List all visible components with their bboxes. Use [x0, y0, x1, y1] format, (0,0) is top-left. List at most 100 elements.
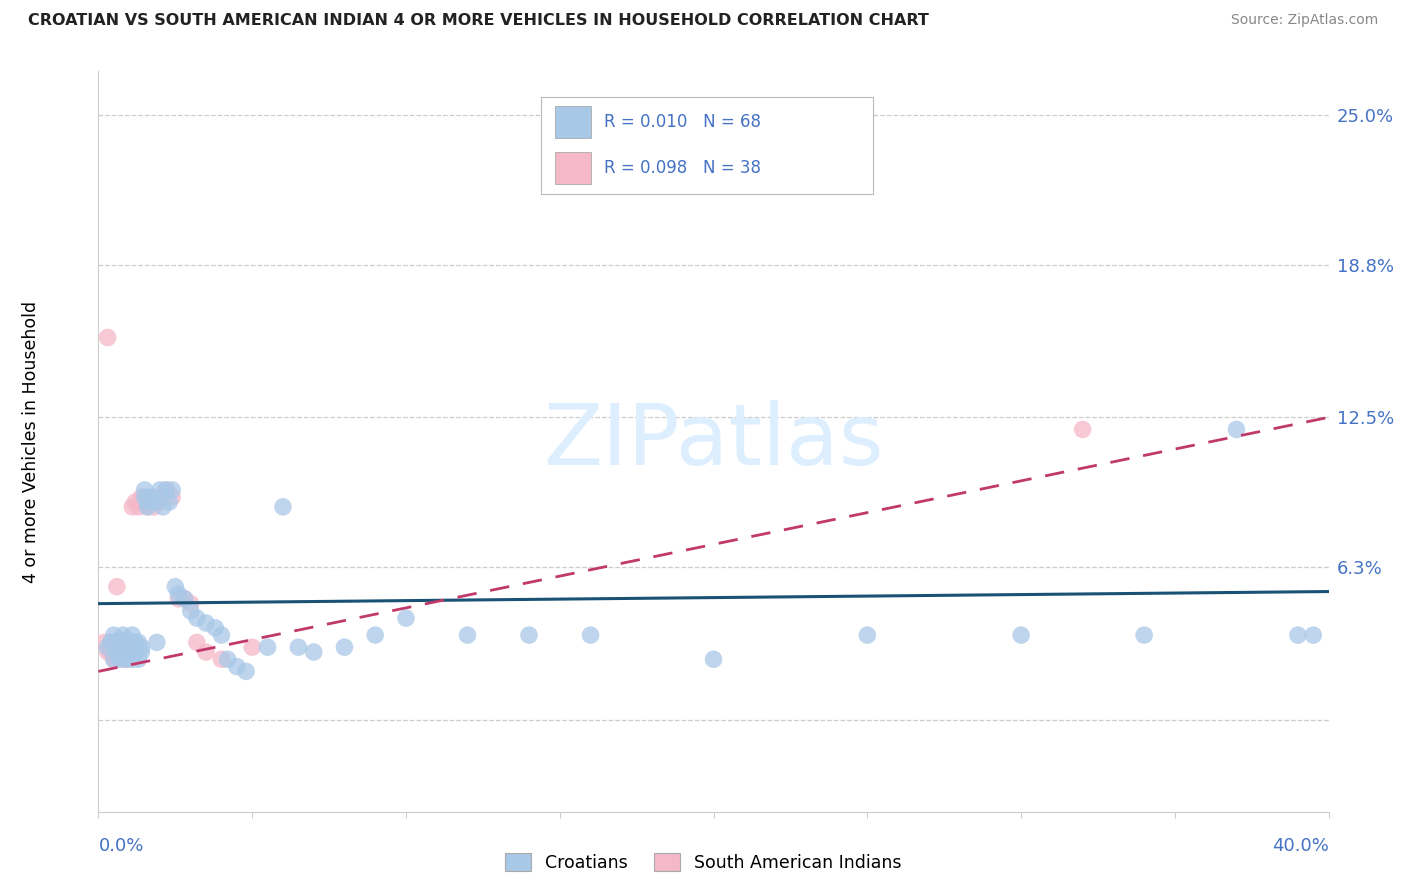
Point — [155, 483, 177, 497]
Point — [127, 500, 149, 514]
Point — [146, 635, 169, 649]
Point — [165, 580, 187, 594]
Point — [136, 500, 159, 514]
Point — [115, 632, 138, 647]
Point — [103, 635, 125, 649]
Point — [115, 640, 138, 655]
Point — [1010, 628, 1032, 642]
Point — [105, 645, 128, 659]
Point — [134, 490, 156, 504]
Point — [579, 628, 602, 642]
Point — [204, 621, 226, 635]
Point — [517, 628, 540, 642]
Point — [157, 495, 180, 509]
Point — [108, 645, 131, 659]
Point — [142, 500, 165, 514]
Point — [1071, 422, 1094, 436]
Point — [167, 587, 190, 601]
Point — [108, 640, 131, 655]
Point — [103, 628, 125, 642]
Point — [121, 652, 143, 666]
Point — [97, 645, 120, 659]
Point — [302, 645, 325, 659]
Point — [703, 652, 725, 666]
Point — [100, 645, 122, 659]
Point — [1302, 628, 1324, 642]
Point — [162, 490, 183, 504]
Point — [1133, 628, 1156, 642]
Point — [856, 628, 879, 642]
Point — [112, 635, 135, 649]
Point — [364, 628, 387, 642]
Point — [93, 635, 115, 649]
Point — [112, 635, 135, 649]
Point — [105, 635, 128, 649]
Point — [105, 645, 128, 659]
Point — [105, 580, 128, 594]
Point — [100, 635, 122, 649]
Point — [131, 645, 153, 659]
Point — [118, 640, 141, 655]
Text: CROATIAN VS SOUTH AMERICAN INDIAN 4 OR MORE VEHICLES IN HOUSEHOLD CORRELATION CH: CROATIAN VS SOUTH AMERICAN INDIAN 4 OR M… — [28, 13, 929, 29]
Point — [131, 490, 153, 504]
Point — [134, 483, 156, 497]
Point — [195, 615, 218, 630]
Point — [167, 591, 190, 606]
Point — [121, 635, 143, 649]
Point — [118, 635, 141, 649]
Point — [136, 500, 159, 514]
Point — [456, 628, 478, 642]
Point — [115, 652, 138, 666]
Point — [333, 640, 356, 655]
Point — [146, 490, 169, 504]
Point — [103, 652, 125, 666]
Point — [115, 652, 138, 666]
Point — [225, 659, 247, 673]
Point — [124, 495, 146, 509]
Point — [108, 652, 131, 666]
Point — [240, 640, 263, 655]
Point — [112, 645, 135, 659]
Point — [124, 635, 146, 649]
Point — [139, 490, 162, 504]
Point — [118, 645, 141, 659]
Point — [162, 483, 183, 497]
Point — [108, 632, 131, 647]
Point — [100, 635, 122, 649]
Point — [173, 591, 195, 606]
Point — [186, 635, 208, 649]
Point — [134, 495, 156, 509]
Point — [118, 645, 141, 659]
Point — [217, 652, 239, 666]
Point — [124, 645, 146, 659]
Point — [180, 597, 202, 611]
Point — [127, 635, 149, 649]
Point — [173, 591, 195, 606]
Point — [1225, 422, 1247, 436]
Point — [149, 483, 172, 497]
Point — [149, 495, 172, 509]
Point — [108, 635, 131, 649]
Point — [256, 640, 278, 655]
Point — [124, 640, 146, 655]
Point — [155, 483, 177, 497]
Text: 0.0%: 0.0% — [98, 837, 143, 855]
Point — [105, 635, 128, 649]
Point — [112, 628, 135, 642]
Point — [211, 652, 233, 666]
Point — [103, 652, 125, 666]
Point — [131, 640, 153, 655]
Point — [105, 652, 128, 666]
Point — [121, 500, 143, 514]
Text: Source: ZipAtlas.com: Source: ZipAtlas.com — [1230, 13, 1378, 28]
Point — [211, 628, 233, 642]
Point — [1286, 628, 1309, 642]
Point — [195, 645, 218, 659]
Point — [127, 652, 149, 666]
Point — [271, 500, 294, 514]
Point — [235, 665, 257, 679]
Point — [152, 500, 174, 514]
Point — [97, 640, 120, 655]
Text: ZIPatlas: ZIPatlas — [543, 400, 884, 483]
Point — [142, 495, 165, 509]
